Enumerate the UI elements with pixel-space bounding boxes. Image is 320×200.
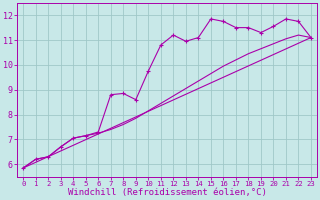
X-axis label: Windchill (Refroidissement éolien,°C): Windchill (Refroidissement éolien,°C)	[68, 188, 267, 197]
